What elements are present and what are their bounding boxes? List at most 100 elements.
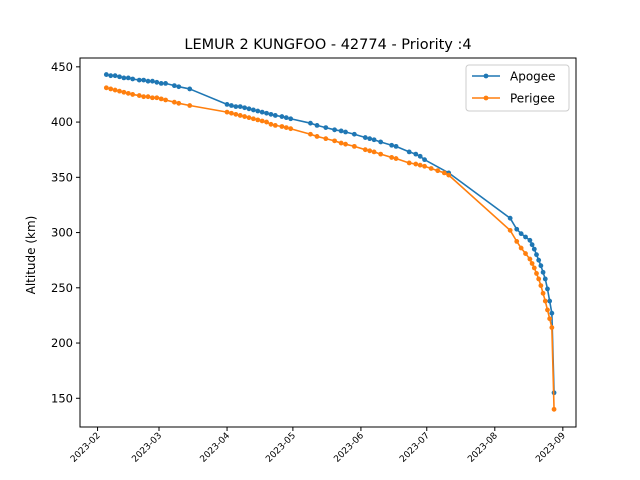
apogee-point <box>531 246 537 252</box>
apogee-point <box>224 102 230 107</box>
perigee-point <box>264 119 269 125</box>
apogee-legend-label: Apogee <box>510 70 556 84</box>
legend: Apogee Perigee <box>465 64 570 112</box>
perigee-point <box>288 126 294 132</box>
apogee-point <box>542 276 548 282</box>
perigee-point <box>531 265 537 271</box>
perigee-point <box>435 168 441 174</box>
apogee-point <box>136 77 142 83</box>
perigee-point <box>538 283 544 288</box>
perigee-point <box>529 261 535 266</box>
perigee-point <box>141 94 147 100</box>
perigee-point <box>323 136 329 142</box>
perigee-point <box>268 121 274 127</box>
perigee-point <box>393 156 399 161</box>
perigee-point <box>283 125 289 130</box>
plot-series <box>103 72 557 412</box>
perigee-point <box>158 96 164 102</box>
apogee-point <box>422 157 427 163</box>
apogee-point <box>406 149 412 155</box>
perigee-point <box>145 94 151 100</box>
y-tick-label: 200 <box>51 336 73 350</box>
perigee-point <box>242 114 248 119</box>
apogee-point <box>538 263 544 269</box>
perigee-point <box>338 140 344 146</box>
perigee-point <box>362 147 368 153</box>
perigee-point <box>163 97 168 103</box>
perigee-point <box>154 95 160 101</box>
apogee-point <box>250 107 256 113</box>
perigee-legend-label: Perigee <box>510 92 555 106</box>
apogee-point <box>393 143 399 149</box>
apogee-point <box>413 151 419 157</box>
perigee-point <box>371 149 377 155</box>
apogee-point <box>259 109 265 115</box>
apogee-point <box>272 113 278 118</box>
perigee-point <box>514 239 520 244</box>
apogee-point <box>332 127 337 133</box>
perigee-point <box>237 113 243 118</box>
apogee-point <box>163 81 168 86</box>
apogee-point <box>367 136 373 142</box>
apogee-point <box>112 73 118 79</box>
apogee-point <box>283 115 289 121</box>
perigee-point <box>389 155 395 160</box>
perigee-point <box>103 85 109 91</box>
apogee-point <box>255 108 261 114</box>
y-tick-label: 400 <box>51 115 73 129</box>
apogee-point <box>507 215 513 221</box>
apogee-point <box>534 252 539 258</box>
apogee-point <box>389 142 395 148</box>
apogee-point <box>323 125 329 130</box>
plot-frame <box>79 57 577 428</box>
perigee-point <box>406 160 412 166</box>
perigee-point <box>279 124 285 129</box>
perigee-point <box>527 256 533 262</box>
perigee-point <box>187 103 193 108</box>
apogee-point <box>547 298 553 304</box>
apogee-point <box>171 83 177 89</box>
perigee-point <box>308 131 313 137</box>
apogee-point <box>279 114 285 119</box>
perigee-point <box>255 117 261 123</box>
perigee-point <box>121 89 127 95</box>
perigee-point <box>540 290 546 296</box>
apogee-point <box>141 77 147 83</box>
apogee-point <box>540 269 546 275</box>
perigee-point <box>150 95 155 101</box>
apogee-point <box>264 110 269 116</box>
perigee-point <box>534 271 539 276</box>
apogee-point <box>187 86 193 92</box>
apogee-point <box>154 79 160 85</box>
apogee-point <box>338 128 344 134</box>
perigee-point <box>549 325 555 330</box>
y-tick-label: 150 <box>51 391 73 405</box>
perigee-point <box>428 166 434 171</box>
perigee-point <box>259 118 265 124</box>
apogee-point <box>308 120 313 126</box>
perigee-point <box>229 110 234 116</box>
y-axis-ticks: 150 200 250 300 350 400 450 <box>51 60 80 405</box>
perigee-point <box>343 141 348 147</box>
apogee-point <box>145 78 151 84</box>
perigee-point <box>314 134 320 139</box>
apogee-point <box>343 129 348 135</box>
perigee-point <box>413 161 419 167</box>
apogee-point <box>233 104 239 110</box>
chart-title: LEMUR 2 KUNGFOO - 42774 - Priority :4 <box>184 37 471 53</box>
apogee-point <box>130 76 136 82</box>
apogee-point <box>314 122 320 128</box>
perigee-point <box>332 138 337 144</box>
apogee-point <box>125 75 131 81</box>
apogee-point <box>362 135 368 140</box>
perigee-point <box>233 111 239 117</box>
apogee-point <box>288 116 294 122</box>
perigee-point <box>542 298 548 304</box>
perigee-point <box>441 170 447 176</box>
apogee-point <box>417 153 423 159</box>
perigee-point <box>250 116 256 122</box>
y-tick-label: 450 <box>51 60 73 74</box>
perigee-point <box>547 316 553 322</box>
perigee-point <box>378 151 384 157</box>
